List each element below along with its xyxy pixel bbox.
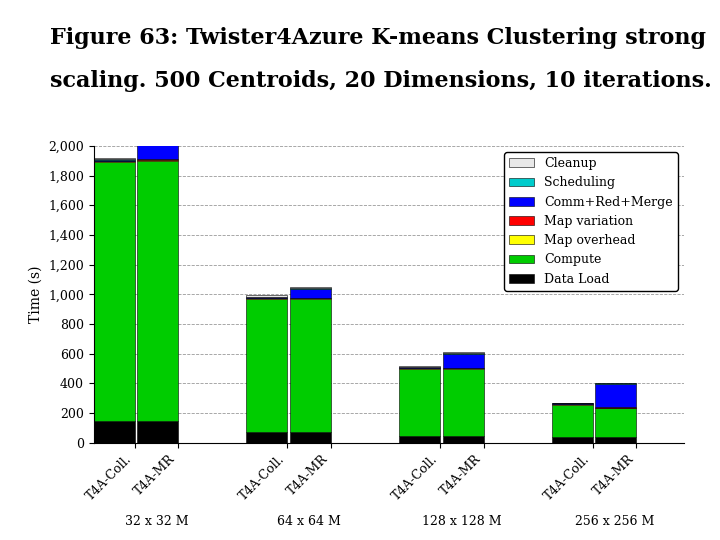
- Bar: [94, 421, 135, 443]
- Bar: [443, 354, 484, 368]
- Bar: [94, 162, 135, 421]
- Bar: [443, 368, 484, 436]
- Bar: [443, 352, 484, 353]
- Bar: [246, 431, 287, 443]
- Bar: [290, 299, 331, 431]
- Bar: [290, 288, 331, 289]
- Bar: [595, 437, 636, 443]
- Bar: [399, 368, 440, 436]
- Bar: [290, 431, 331, 443]
- Bar: [138, 145, 178, 159]
- Bar: [595, 408, 636, 437]
- Bar: [552, 405, 593, 437]
- Y-axis label: Time (s): Time (s): [29, 266, 42, 323]
- Bar: [443, 436, 484, 443]
- Legend: Cleanup, Scheduling, Comm+Red+Merge, Map variation, Map overhead, Compute, Data : Cleanup, Scheduling, Comm+Red+Merge, Map…: [504, 152, 678, 291]
- Bar: [290, 289, 331, 298]
- Bar: [138, 160, 178, 161]
- Bar: [399, 436, 440, 443]
- Bar: [138, 421, 178, 443]
- Bar: [290, 298, 331, 299]
- Text: 32 x 32 M: 32 x 32 M: [125, 515, 188, 528]
- Bar: [246, 298, 287, 299]
- Bar: [552, 403, 593, 404]
- Bar: [246, 299, 287, 431]
- Bar: [290, 287, 331, 288]
- Bar: [94, 161, 135, 162]
- Bar: [399, 366, 440, 367]
- Text: 128 x 128 M: 128 x 128 M: [422, 515, 502, 528]
- Text: scaling. 500 Centroids, 20 Dimensions, 10 iterations.: scaling. 500 Centroids, 20 Dimensions, 1…: [50, 70, 712, 92]
- Bar: [246, 297, 287, 298]
- Bar: [595, 382, 636, 383]
- Bar: [552, 437, 593, 443]
- Text: Figure 63: Twister4Azure K-means Clustering strong: Figure 63: Twister4Azure K-means Cluster…: [50, 27, 706, 49]
- Bar: [138, 160, 178, 421]
- Bar: [399, 367, 440, 368]
- Text: 64 x 64 M: 64 x 64 M: [277, 515, 341, 528]
- Bar: [138, 144, 178, 145]
- Text: 256 x 256 M: 256 x 256 M: [575, 515, 654, 528]
- Bar: [443, 353, 484, 354]
- Bar: [94, 158, 135, 159]
- Bar: [138, 143, 178, 144]
- Bar: [595, 383, 636, 384]
- Bar: [595, 384, 636, 407]
- Bar: [246, 295, 287, 296]
